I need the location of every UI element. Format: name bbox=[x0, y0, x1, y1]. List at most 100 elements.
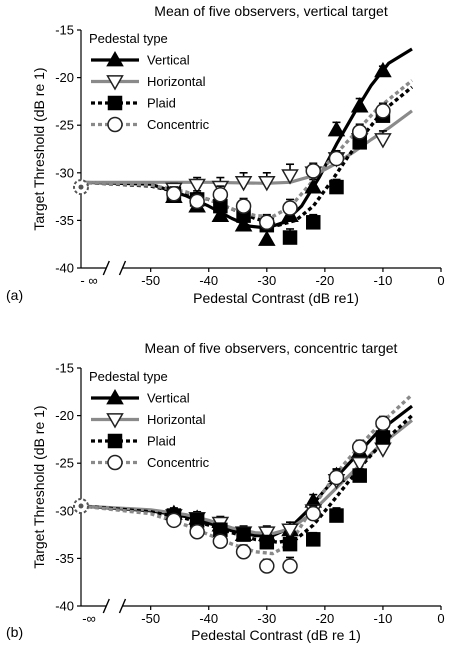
x-axis-label: Pedestal Contrast (dB re 1) bbox=[191, 627, 361, 643]
chart-title: Mean of five observers, concentric targe… bbox=[145, 340, 398, 356]
data-point-horizontal bbox=[350, 456, 369, 473]
data-point-plaid bbox=[375, 430, 391, 445]
x-tick-label-infinity: -∞ bbox=[82, 611, 96, 626]
zero-contrast-marker-dot bbox=[78, 184, 84, 190]
data-point-plaid bbox=[352, 468, 367, 483]
data-point-horizontal bbox=[258, 175, 276, 192]
data-point-concentric bbox=[282, 200, 298, 216]
y-tick-label: -35 bbox=[55, 551, 74, 566]
y-tick-label: -40 bbox=[55, 261, 74, 276]
x-tick-label: -40 bbox=[199, 611, 218, 626]
data-point-plaid bbox=[236, 527, 251, 542]
x-axis-label: Pedestal Contrast (dB re1) bbox=[193, 290, 359, 306]
legend: Pedestal type Vertical Horizontal Plaid Conc… bbox=[89, 369, 210, 471]
data-point-concentric bbox=[189, 523, 205, 540]
data-point-concentric bbox=[259, 558, 275, 574]
legend-label-concentric: Concentric bbox=[147, 117, 210, 132]
legend-marker-vertical bbox=[106, 50, 124, 67]
legend-marker-concentric bbox=[107, 116, 123, 133]
x-tick-label-infinity: - ∞ bbox=[80, 273, 97, 288]
data-point-plaid bbox=[282, 230, 298, 245]
data-point-vertical bbox=[327, 120, 346, 137]
data-point-horizontal bbox=[258, 526, 276, 542]
data-point-concentric bbox=[259, 214, 275, 231]
chart-title: Mean of five observers, vertical target bbox=[154, 3, 388, 19]
y-tick-label: -30 bbox=[55, 503, 74, 518]
legend-label-horizontal: Horizontal bbox=[147, 74, 206, 89]
data-point-concentric bbox=[212, 533, 229, 550]
x-tick-label: 0 bbox=[437, 273, 444, 288]
fit-curve-horizontal bbox=[80, 419, 413, 536]
y-tick-label: -25 bbox=[55, 456, 74, 471]
data-point-concentric bbox=[351, 439, 368, 455]
data-point-plaid bbox=[306, 215, 321, 230]
legend-label-plaid: Plaid bbox=[147, 434, 176, 449]
legend-title: Pedestal type bbox=[89, 369, 168, 384]
data-point-concentric bbox=[351, 124, 368, 140]
panel-a: Mean of five observers, vertical target -… bbox=[6, 3, 445, 306]
y-tick-label: -40 bbox=[55, 599, 74, 614]
y-axis-label: Target Threshold (dB re 1) bbox=[31, 67, 47, 230]
y-tick-label: -20 bbox=[55, 408, 74, 423]
x-tick-label: 0 bbox=[437, 611, 444, 626]
x-tick-label: -10 bbox=[374, 273, 393, 288]
x-tick-label: -50 bbox=[141, 611, 160, 626]
data-point-horizontal bbox=[374, 442, 392, 458]
data-point-horizontal bbox=[234, 175, 253, 192]
data-point-concentric bbox=[375, 415, 391, 431]
legend-marker-horizontal bbox=[106, 75, 124, 91]
data-point-vertical bbox=[374, 61, 392, 78]
data-point-concentric bbox=[166, 185, 182, 202]
legend-marker-horizontal bbox=[106, 413, 124, 429]
x-tick-label: -40 bbox=[199, 273, 218, 288]
axis-break-mark bbox=[118, 260, 127, 276]
data-point-plaid bbox=[329, 179, 344, 195]
x-tick-label: -50 bbox=[141, 273, 160, 288]
data-point-concentric bbox=[189, 193, 205, 210]
y-tick-label: -30 bbox=[55, 165, 74, 180]
data-point-concentric bbox=[375, 103, 391, 119]
data-point-horizontal bbox=[374, 133, 392, 149]
y-tick-label: -25 bbox=[55, 118, 74, 133]
data-points bbox=[165, 415, 392, 574]
data-point-concentric bbox=[235, 543, 252, 560]
data-point-concentric bbox=[235, 198, 252, 214]
data-point-horizontal bbox=[281, 169, 299, 185]
x-tick-label: -20 bbox=[315, 273, 334, 288]
panel-label: (a) bbox=[6, 287, 23, 303]
data-point-vertical bbox=[304, 178, 323, 194]
data-point-plaid bbox=[306, 532, 321, 547]
axis-break-mark bbox=[118, 598, 127, 614]
data-point-horizontal bbox=[188, 178, 206, 195]
x-tick-label: -10 bbox=[374, 611, 393, 626]
legend-label-vertical: Vertical bbox=[147, 391, 190, 406]
y-tick-label: -15 bbox=[55, 361, 74, 376]
data-point-concentric bbox=[328, 469, 345, 486]
data-point-concentric bbox=[305, 505, 322, 522]
legend-marker-plaid bbox=[107, 433, 123, 449]
data-point-vertical bbox=[350, 97, 369, 113]
axis-break-mark bbox=[102, 260, 110, 276]
legend-label-horizontal: Horizontal bbox=[147, 412, 206, 427]
data-point-plaid bbox=[282, 536, 298, 552]
y-axis-label: Target Threshold (dB re 1) bbox=[31, 405, 47, 568]
data-point-concentric bbox=[328, 150, 345, 167]
data-point-concentric bbox=[282, 558, 298, 574]
data-point-concentric bbox=[305, 163, 322, 179]
legend-label-plaid: Plaid bbox=[147, 96, 176, 111]
data-point-horizontal bbox=[281, 523, 299, 539]
legend-title: Pedestal type bbox=[89, 31, 168, 46]
zero-contrast-marker-dot bbox=[78, 503, 84, 509]
x-tick-label: -30 bbox=[257, 273, 276, 288]
y-tick-label: -35 bbox=[55, 213, 74, 228]
panel-label: (b) bbox=[6, 624, 23, 640]
axes: -15 -20 -25 -30 -35 -40 -50 -40 -30 -20 -10 0 - ∞ bbox=[55, 23, 444, 289]
data-points bbox=[165, 61, 392, 246]
data-point-concentric bbox=[166, 512, 182, 529]
data-point-plaid bbox=[329, 508, 344, 523]
legend-marker-vertical bbox=[106, 388, 124, 405]
panel-b: Mean of five observers, concentric targe… bbox=[6, 340, 445, 643]
x-tick-label: -30 bbox=[257, 611, 276, 626]
x-tick-label: -20 bbox=[315, 611, 334, 626]
